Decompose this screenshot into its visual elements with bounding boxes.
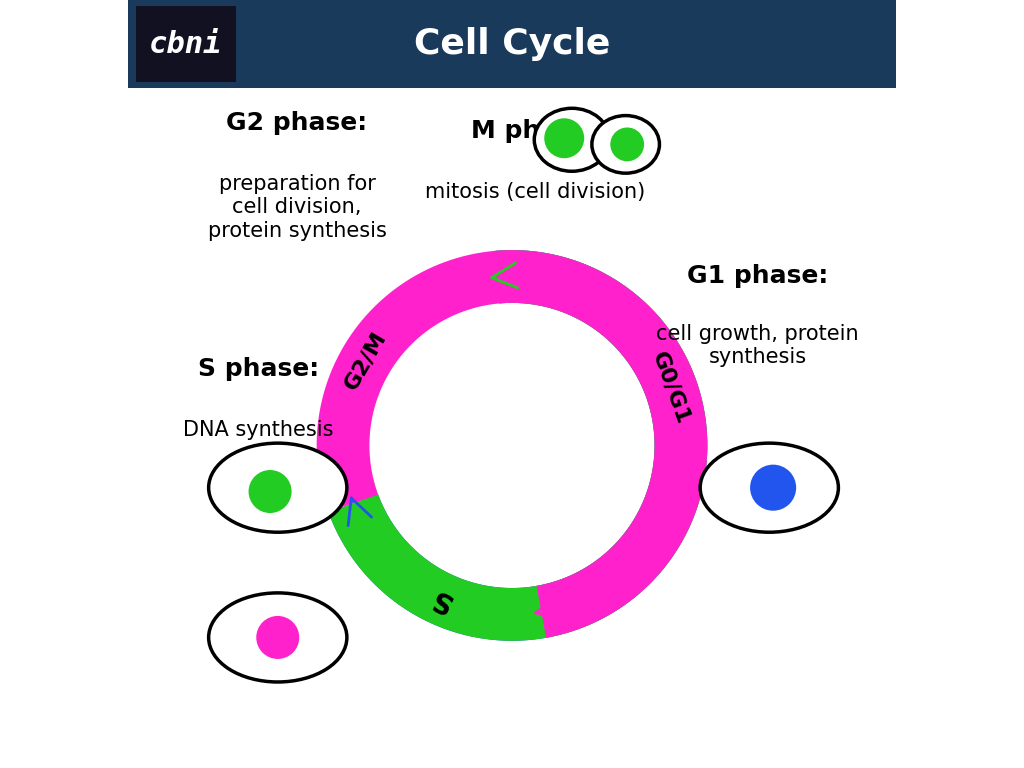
Text: M phase:: M phase:	[471, 118, 599, 143]
Text: G0/G1: G0/G1	[648, 349, 693, 427]
Circle shape	[610, 127, 644, 161]
Text: S: S	[426, 581, 456, 615]
Circle shape	[545, 118, 584, 158]
Ellipse shape	[209, 593, 347, 682]
Text: G2 phase:: G2 phase:	[226, 111, 368, 135]
Text: preparation for
cell division,
protein synthesis: preparation for cell division, protein s…	[208, 174, 386, 240]
Text: cbni: cbni	[148, 30, 222, 58]
Text: G2/M: G2/M	[341, 328, 390, 394]
Ellipse shape	[209, 443, 347, 532]
FancyBboxPatch shape	[135, 6, 236, 82]
Text: cell growth, protein
synthesis: cell growth, protein synthesis	[656, 324, 859, 367]
Text: DNA synthesis: DNA synthesis	[183, 420, 334, 440]
Circle shape	[750, 465, 797, 511]
Circle shape	[249, 470, 292, 513]
Ellipse shape	[700, 443, 839, 532]
Ellipse shape	[592, 116, 659, 174]
Text: Cell Cycle: Cell Cycle	[414, 27, 610, 61]
Circle shape	[256, 616, 299, 659]
Ellipse shape	[535, 108, 609, 171]
Text: mitosis (cell division): mitosis (cell division)	[425, 182, 645, 202]
Text: S phase:: S phase:	[198, 356, 319, 381]
Text: G1 phase:: G1 phase:	[687, 264, 828, 289]
FancyBboxPatch shape	[128, 0, 896, 88]
